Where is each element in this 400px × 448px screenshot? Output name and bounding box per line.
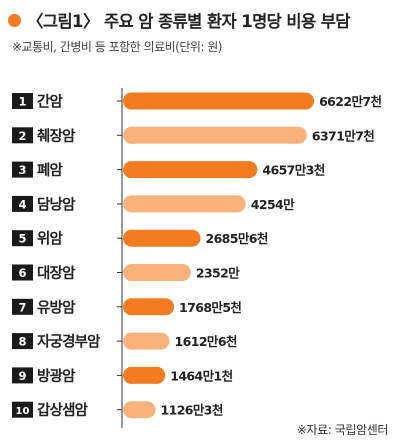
rank-badge [12, 161, 33, 178]
value-label: 1464만1천 [170, 368, 232, 383]
value-label: 2685만6천 [205, 231, 267, 246]
rank-badge [12, 401, 33, 418]
rank-label: 8 [18, 335, 26, 349]
bar [123, 195, 246, 213]
bar [123, 332, 170, 350]
category-label: 갑상샘암 [37, 401, 89, 419]
chart-subtitle: ※교통비, 간병비 등 포함한 의료비(단위: 원) [12, 40, 223, 54]
category-label: 위암 [37, 230, 64, 248]
category-label: 대장암 [37, 264, 76, 282]
rank-label: 4 [18, 197, 26, 211]
value-label: 6622만7천 [319, 94, 381, 109]
bar [123, 298, 175, 316]
rank-label: 10 [16, 406, 30, 417]
title-bullet-icon [8, 13, 21, 27]
rank-badge [12, 127, 33, 144]
value-label: 1768만5천 [179, 300, 241, 315]
rank-label: 5 [18, 232, 26, 246]
bar [123, 264, 191, 281]
value-label: 2352만 [196, 266, 240, 281]
rank-badge [12, 230, 33, 247]
rank-label: 6 [18, 266, 26, 280]
bar [123, 161, 258, 179]
bar [123, 229, 201, 247]
category-label: 유방암 [37, 298, 76, 316]
rank-badge [12, 93, 33, 109]
value-label: 4254만 [251, 197, 295, 212]
rank-badge [12, 298, 33, 315]
category-label: 간암 [37, 93, 64, 111]
rank-label: 7 [18, 300, 26, 314]
title-row: 〈그림1〉 주요 암 종류별 환자 1명당 비용 부담 [8, 6, 392, 34]
rank-badge [12, 367, 33, 384]
bar [123, 92, 315, 110]
bar [123, 366, 166, 384]
rank-badge [12, 195, 33, 212]
bar [123, 401, 156, 419]
rank-label: 3 [18, 163, 26, 177]
chart-title: 〈그림1〉 주요 암 종류별 환자 1명당 비용 부담 [27, 12, 350, 31]
category-label: 담낭암 [37, 195, 76, 213]
value-label: 6371만7천 [312, 128, 374, 143]
category-label: 방광암 [37, 367, 76, 385]
rank-label: 1 [18, 95, 26, 109]
category-label: 폐암 [37, 161, 64, 179]
rank-badge [12, 264, 33, 281]
category-label: 췌장암 [37, 127, 76, 145]
value-label: 4657만3천 [262, 163, 324, 178]
value-label: 1612만6천 [175, 334, 237, 349]
rank-badge [12, 333, 33, 350]
source-note: ※자료: 국립암센터 [296, 423, 389, 437]
rank-label: 2 [18, 129, 26, 143]
category-label: 자궁경부암 [37, 333, 101, 351]
value-label: 1126만3천 [161, 403, 223, 418]
bar [123, 126, 307, 144]
rank-label: 9 [18, 369, 26, 383]
